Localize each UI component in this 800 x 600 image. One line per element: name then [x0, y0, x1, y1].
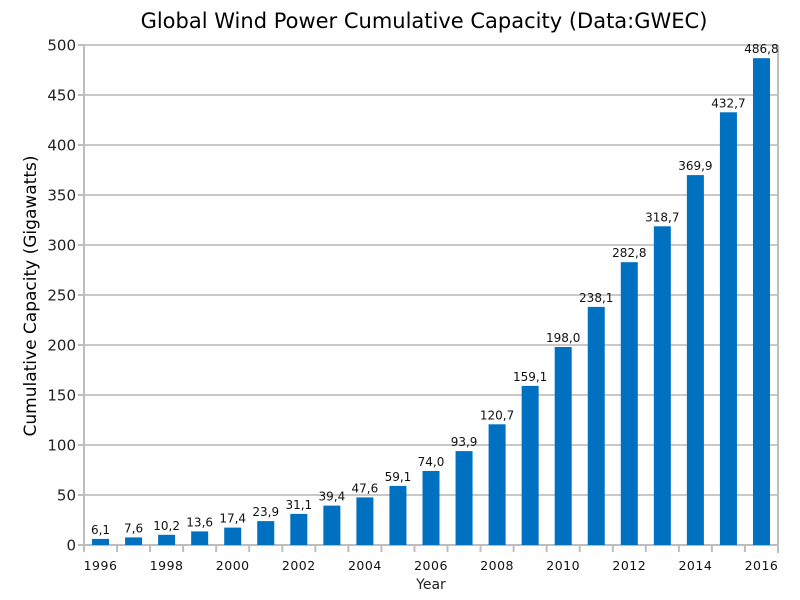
- bar-2016: [752, 58, 770, 545]
- bar-2004: [356, 497, 374, 545]
- x-tick-label: 1996: [84, 558, 118, 573]
- bar-2006: [422, 471, 440, 545]
- data-label: 31,1: [285, 498, 312, 512]
- data-label: 47,6: [352, 481, 379, 495]
- x-tick-label: 2010: [546, 558, 580, 573]
- data-label: 17,4: [219, 512, 246, 526]
- bar-2010: [554, 347, 572, 545]
- y-tick-label: 150: [47, 387, 76, 405]
- x-tick-label: 2004: [348, 558, 382, 573]
- data-label: 486,8: [744, 42, 778, 56]
- data-label: 432,7: [711, 96, 745, 110]
- bar-2011: [587, 306, 605, 545]
- bar-2000: [224, 527, 242, 545]
- y-tick-label: 50: [57, 487, 76, 505]
- x-tick-label: 2006: [414, 558, 448, 573]
- bar-2005: [389, 485, 407, 545]
- y-tick-label: 0: [66, 537, 76, 555]
- bar-2007: [455, 451, 473, 545]
- data-label: 59,1: [385, 470, 412, 484]
- data-label: 282,8: [612, 246, 646, 260]
- y-tick-label: 200: [47, 337, 76, 355]
- y-axis-label: Cumulative Capacity (Gigawatts): [21, 155, 41, 436]
- bar-2013: [653, 226, 671, 546]
- x-tick-labels: 1996 1998 2000 2002 2004 2006 2008 2010 2012 2014…: [84, 558, 779, 573]
- x-tick-label: 2012: [612, 558, 646, 573]
- bar-1997: [125, 537, 143, 545]
- x-tick-label: 2014: [678, 558, 712, 573]
- y-tick-labels: 0 50 100 150 200 250 300 350 400 450 500: [47, 37, 76, 555]
- bar-1996: [92, 538, 110, 545]
- bar-2002: [290, 513, 308, 545]
- gridlines: [84, 44, 778, 496]
- y-tick-label: 450: [47, 87, 76, 105]
- data-label: 13,6: [186, 515, 213, 529]
- data-label: 93,9: [451, 435, 478, 449]
- y-tick-label: 500: [47, 37, 76, 55]
- bar-2014: [686, 175, 704, 545]
- y-tick-label: 250: [47, 287, 76, 305]
- x-tick-label: 2008: [480, 558, 514, 573]
- x-tick-label: 2016: [745, 558, 779, 573]
- data-labels: 6,1 7,6 10,2 13,6 17,4 23,9 31,1 39,4 47,6 59,1 74…: [91, 42, 779, 537]
- data-label: 238,1: [579, 291, 613, 305]
- y-tick-label: 400: [47, 137, 76, 155]
- bar-2001: [257, 521, 275, 545]
- bar-2003: [323, 505, 341, 545]
- x-tick-label: 2000: [216, 558, 250, 573]
- data-label: 159,1: [513, 370, 547, 384]
- data-label: 74,0: [418, 455, 445, 469]
- data-label: 198,0: [546, 331, 580, 345]
- data-label: 23,9: [252, 505, 279, 519]
- bar-1998: [158, 534, 176, 545]
- x-tick-label: 1998: [150, 558, 184, 573]
- bar-2015: [719, 112, 737, 546]
- data-label: 39,4: [318, 490, 345, 504]
- data-label: 369,9: [678, 159, 712, 173]
- y-tick-label: 100: [47, 437, 76, 455]
- x-tick-label: 2002: [282, 558, 316, 573]
- data-label: 6,1: [91, 523, 110, 537]
- data-label: 7,6: [124, 521, 143, 535]
- data-label: 120,7: [480, 408, 514, 422]
- bar-2009: [521, 385, 539, 545]
- data-label: 10,2: [153, 519, 180, 533]
- bar-2012: [620, 262, 638, 545]
- bar-2008: [488, 424, 506, 545]
- data-label: 318,7: [645, 210, 679, 224]
- bars: [92, 58, 770, 546]
- chart-title: Global Wind Power Cumulative Capacity (D…: [141, 9, 708, 33]
- x-axis-label: Year: [415, 577, 446, 593]
- y-tick-label: 350: [47, 187, 76, 205]
- bar-1999: [191, 531, 209, 545]
- y-tick-label: 300: [47, 237, 76, 255]
